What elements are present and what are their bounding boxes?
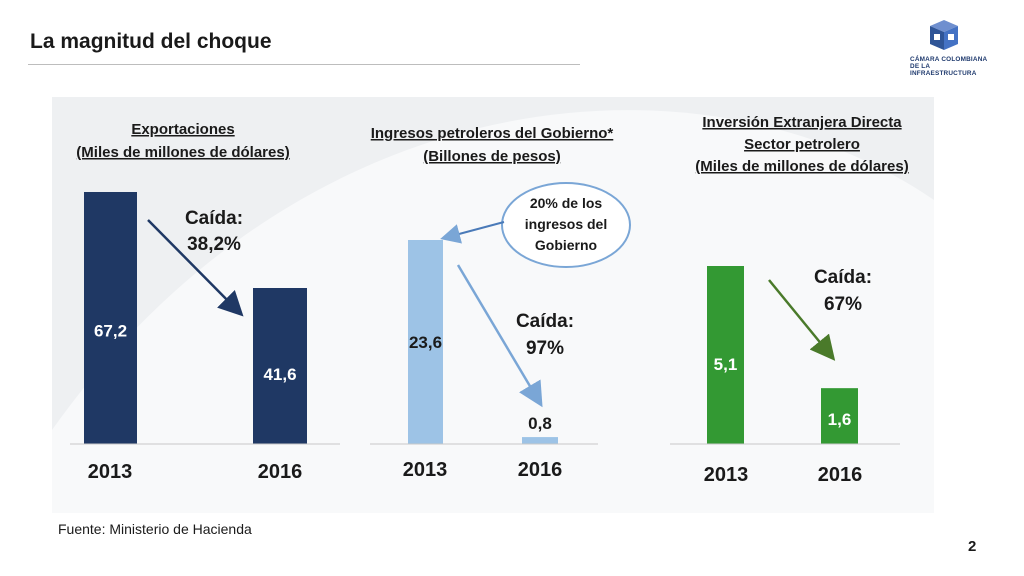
chart3-xtick-2013: 2013 — [704, 464, 749, 486]
chart3-value-label-2013: 5,1 — [714, 355, 738, 374]
camara-colombiana-logo: CÁMARA COLOMBIANA DE LA INFRAESTRUCTURA — [910, 20, 990, 77]
chart3-value-label-2016: 1,6 — [828, 410, 852, 429]
logo-cube-icon — [930, 20, 958, 50]
title-divider — [28, 64, 580, 65]
chart2-title-line1: Ingresos petroleros del Gobierno* — [371, 125, 614, 142]
chart3-title-line3: (Miles de millones de dólares) — [695, 158, 908, 175]
chart2-drop-arrow — [456, 264, 543, 408]
chart2-annotation-line2: 97% — [526, 338, 564, 359]
slide-title: La magnitud del choque — [30, 30, 272, 53]
chart3-xtick-2016: 2016 — [818, 464, 863, 486]
chart3-annotation-line1: Caída: — [814, 267, 872, 288]
chart3-bar-2013 — [707, 266, 744, 444]
chart2-callout-line1: 20% de los — [530, 195, 603, 211]
page-number: 2 — [968, 538, 977, 555]
chart2-value-label-2013: 23,6 — [409, 333, 442, 352]
chart3-title-line2: Sector petrolero — [744, 136, 860, 153]
chart1-value-label-2016: 41,6 — [263, 365, 296, 384]
chart2-bar-2013 — [408, 240, 443, 444]
chart2-callout-bubble — [501, 182, 631, 268]
source-note: Fuente: Ministerio de Hacienda — [58, 521, 252, 537]
logo-text-line1: CÁMARA COLOMBIANA — [910, 56, 988, 63]
chart2-title-line2: (Billones de pesos) — [423, 148, 561, 165]
chart1-xtick-2016: 2016 — [258, 461, 303, 483]
chart2-xtick-2016: 2016 — [518, 459, 563, 481]
chart2-bar-2016 — [522, 437, 558, 444]
chart1-value-label-2013: 67,2 — [94, 322, 127, 341]
chart1-bar-2016 — [253, 288, 307, 444]
chart1-title-line1: Exportaciones — [131, 121, 234, 138]
chart2-annotation-line1: Caída: — [516, 311, 574, 332]
chart3-bar-2016 — [821, 388, 858, 444]
chart2-xtick-2013: 2013 — [403, 459, 448, 481]
chart1-title-line2: (Miles de millones de dólares) — [76, 144, 289, 161]
chart1-drop-arrow — [147, 219, 244, 317]
chart3-drop-arrow — [768, 279, 836, 361]
chart1-annotation-line2: 38,2% — [187, 234, 241, 255]
chart3-title-line1: Inversión Extranjera Directa — [702, 114, 902, 131]
logo-text-line2: DE LA INFRAESTRUCTURA — [910, 63, 977, 77]
chart1-annotation-line1: Caída: — [185, 208, 243, 229]
chart2-callout-line2: ingresos del — [525, 216, 607, 232]
chart1-bar-2013 — [84, 192, 137, 444]
chart3-annotation-line2: 67% — [824, 294, 862, 315]
chart2-callout-line3: Gobierno — [535, 237, 597, 253]
chart2-callout-arrow — [440, 221, 505, 244]
chart1-xtick-2013: 2013 — [88, 461, 133, 483]
chart2-value-label-2016: 0,8 — [528, 414, 552, 433]
